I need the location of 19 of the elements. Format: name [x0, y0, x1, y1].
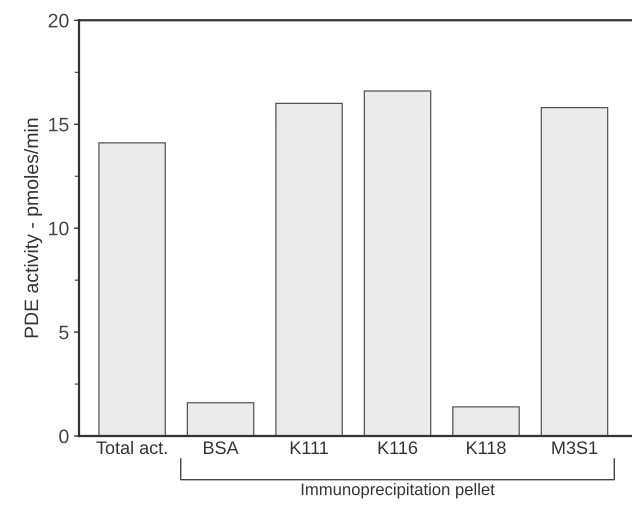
x-tick-label: BSA: [204, 441, 239, 454]
y-tick-label: 5: [59, 326, 68, 340]
text: Immunoprecipitation pellet: [302, 483, 495, 499]
x-tick-label: M3S1: [552, 441, 598, 454]
bar: [452, 406, 520, 436]
bar: [540, 106, 608, 436]
bar: [186, 402, 254, 436]
x-tick-label: Total act.: [96, 440, 167, 454]
y-tick-label: 0: [59, 429, 69, 444]
bar: [364, 90, 432, 436]
x-tick-label: K118: [467, 441, 506, 454]
y-axis-title: PDE activity - pmoles/min: [24, 118, 42, 338]
y-tick-label: 10: [49, 222, 69, 236]
y-tick-label: 15: [49, 118, 68, 132]
x-tick-label: K116: [378, 441, 418, 454]
bar: [275, 102, 343, 436]
bar: [98, 142, 166, 436]
x-tick-label: K111: [290, 442, 328, 454]
y-tick-label: 20: [48, 14, 69, 28]
